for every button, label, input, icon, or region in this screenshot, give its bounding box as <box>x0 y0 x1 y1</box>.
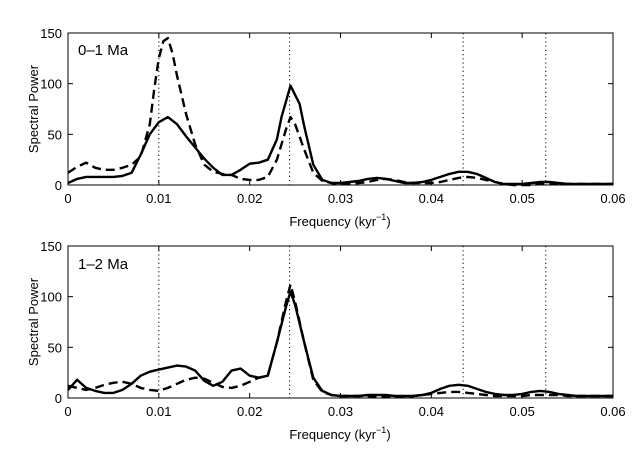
x-axis-title-close: ) <box>386 427 390 442</box>
plot-frame <box>67 245 614 399</box>
panel-0-1-ma: 0 0.01 0.02 0.03 0.04 0.05 0.06 0 50 100 150 0–1 … <box>26 26 626 229</box>
x-axis-title-sup: −1 <box>376 425 386 435</box>
series-solid-line <box>67 84 613 186</box>
x-tick-label: 0 <box>64 191 71 206</box>
plot-frame <box>67 32 614 186</box>
x-axis-title-sup: −1 <box>376 212 386 222</box>
x-tick-label: 0.04 <box>419 404 444 419</box>
y-tick-label: 50 <box>48 127 62 142</box>
y-tick-label: 100 <box>40 77 62 92</box>
reference-lines <box>158 246 547 398</box>
x-tick-label: 0.03 <box>328 404 353 419</box>
x-tick-label: 0.02 <box>237 404 262 419</box>
panel-1-2-ma: 0 0.01 0.02 0.03 0.04 0.05 0.06 0 50 100 150 1–2 … <box>26 239 626 442</box>
y-tick-label: 100 <box>40 290 62 305</box>
x-tick-label: 0.05 <box>510 191 535 206</box>
axis-ticks <box>67 245 614 399</box>
y-axis-title: Spectral Power <box>26 277 41 366</box>
x-axis-title-close: ) <box>386 214 390 229</box>
y-tick-label: 0 <box>55 391 62 406</box>
panel-label: 0–1 Ma <box>78 42 129 59</box>
x-axis-title: Frequency (kyr−1) <box>289 212 390 229</box>
x-tick-label: 0.06 <box>600 191 625 206</box>
y-axis-title: Spectral Power <box>26 64 41 153</box>
y-tick-label: 0 <box>55 178 62 193</box>
x-tick-label: 0 <box>64 404 71 419</box>
x-axis-title-main: Frequency (kyr <box>289 214 376 229</box>
y-tick-label: 150 <box>40 26 62 41</box>
x-tick-labels: 0 0.01 0.02 0.03 0.04 0.05 0.06 <box>64 191 625 206</box>
x-tick-label: 0.02 <box>237 191 262 206</box>
x-tick-label: 0.06 <box>600 404 625 419</box>
x-tick-label: 0.05 <box>510 404 535 419</box>
x-tick-label: 0.03 <box>328 191 353 206</box>
axis-ticks <box>67 32 614 186</box>
series-layer <box>67 36 613 187</box>
series-dashed-line <box>67 283 613 399</box>
x-tick-label: 0.01 <box>146 191 171 206</box>
x-tick-label: 0.01 <box>146 404 171 419</box>
x-axis-title-main: Frequency (kyr <box>289 427 376 442</box>
series-dashed-line <box>67 36 613 187</box>
y-tick-label: 150 <box>40 239 62 254</box>
series-solid-line <box>67 290 613 398</box>
x-axis-title: Frequency (kyr−1) <box>289 425 390 442</box>
x-tick-label: 0.04 <box>419 191 444 206</box>
reference-lines <box>158 33 547 185</box>
x-tick-labels: 0 0.01 0.02 0.03 0.04 0.05 0.06 <box>64 404 625 419</box>
series-layer <box>67 283 613 399</box>
y-tick-label: 50 <box>48 340 62 355</box>
panel-label: 1–2 Ma <box>78 256 129 273</box>
y-tick-labels: 0 50 100 150 <box>40 26 62 193</box>
y-tick-labels: 0 50 100 150 <box>40 239 62 406</box>
